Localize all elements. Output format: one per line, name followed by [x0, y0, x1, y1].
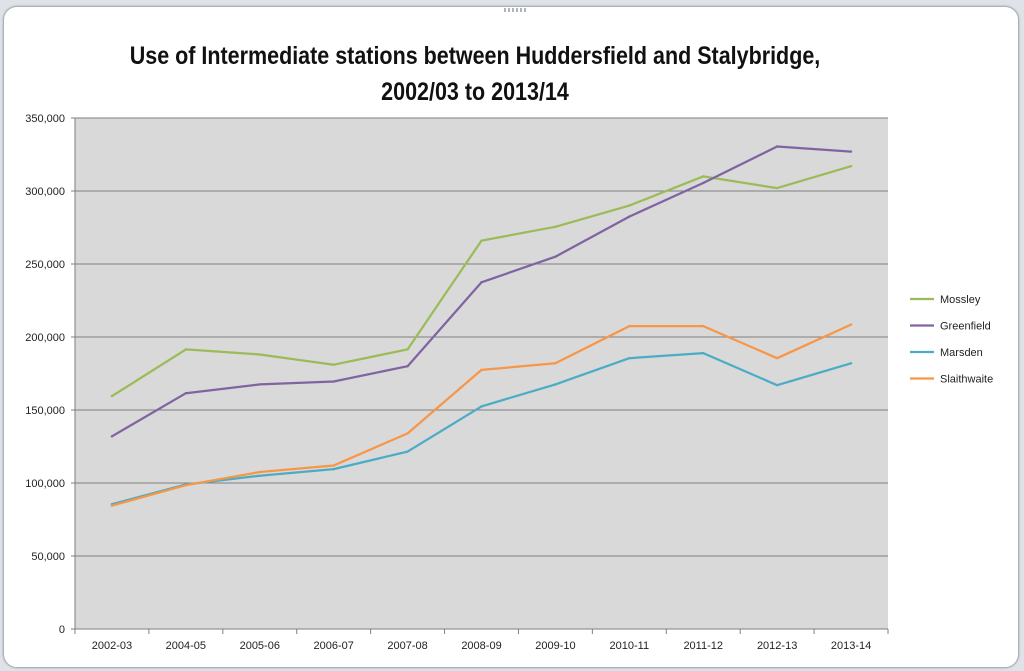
data-point-marsden [628, 356, 631, 360]
legend: Mossley Greenfield Marsden Slaithwaite [910, 294, 993, 386]
y-tick-label: 0 [59, 624, 65, 636]
data-point-greenfield [110, 435, 114, 438]
data-point-greenfield [258, 383, 261, 386]
y-tick-label: 350,000 [25, 113, 65, 125]
x-tick-label: 2009-10 [535, 640, 575, 652]
data-point-greenfield [702, 181, 705, 185]
data-point-slaithwaite [258, 470, 261, 474]
data-point-marsden [332, 467, 335, 471]
data-point-mossley [258, 353, 261, 356]
data-point-slaithwaite [702, 324, 705, 328]
data-point-mossley [406, 348, 409, 351]
data-point-greenfield [480, 281, 483, 284]
y-tick-label: 250,000 [25, 259, 65, 271]
data-point-greenfield [554, 255, 557, 258]
x-tick-label: 2011-12 [683, 640, 723, 652]
data-point-greenfield [775, 145, 779, 148]
data-point-slaithwaite [628, 324, 631, 328]
y-axis-tick-labels: 0 50,000 100,000 150,000 200,000 250,000 300,0… [25, 113, 65, 636]
data-point-marsden [406, 450, 409, 453]
data-point-greenfield [849, 150, 853, 153]
data-point-mossley [332, 363, 335, 366]
y-tick-label: 100,000 [25, 478, 65, 490]
data-point-marsden [554, 383, 557, 386]
data-point-greenfield [628, 215, 631, 218]
data-point-marsden [849, 362, 853, 365]
gridlines [75, 117, 888, 557]
data-point-mossley [775, 186, 779, 190]
data-point-marsden [702, 351, 705, 355]
data-point-mossley [110, 394, 114, 398]
x-tick-label: 2005-06 [240, 640, 280, 652]
chart-title: Use of Intermediate stations between Hud… [129, 42, 821, 106]
x-tick-label: 2010-11 [610, 640, 650, 652]
data-point-slaithwaite [849, 323, 853, 326]
data-point-slaithwaite [332, 464, 335, 467]
x-tick-label: 2013-14 [831, 640, 871, 652]
data-point-slaithwaite [184, 483, 188, 487]
y-tick-label: 50,000 [31, 551, 65, 563]
data-point-slaithwaite [480, 368, 483, 372]
data-point-slaithwaite [110, 504, 114, 507]
data-point-mossley [480, 239, 483, 242]
data-point-greenfield [184, 392, 188, 395]
x-tick-label: 2006-07 [313, 640, 353, 652]
data-point-slaithwaite [554, 362, 557, 365]
axes [71, 117, 889, 634]
x-tick-label: 2002-03 [92, 640, 132, 652]
data-point-greenfield [332, 380, 335, 383]
x-tick-label: 2004-05 [166, 640, 206, 652]
data-point-mossley [849, 164, 853, 168]
resize-grip-icon[interactable] [504, 8, 528, 12]
data-point-slaithwaite [406, 432, 409, 435]
series-lines [110, 145, 853, 507]
data-point-mossley [628, 204, 631, 207]
data-point-greenfield [406, 365, 409, 368]
y-tick-label: 200,000 [25, 332, 65, 344]
data-point-slaithwaite [775, 356, 779, 360]
y-tick-label: 300,000 [25, 186, 65, 198]
y-tick-label: 150,000 [25, 405, 65, 417]
x-tick-label: 2007-08 [387, 640, 427, 652]
data-point-marsden [775, 383, 779, 387]
x-axis-tick-labels: 2002-03 2004-05 2005-06 2006-07 2007-08 2008-… [92, 640, 871, 652]
data-point-mossley [184, 348, 188, 351]
plot-area [75, 118, 888, 629]
data-point-marsden [258, 474, 261, 477]
legend-label-mossley: Mossley [940, 294, 981, 306]
data-point-marsden [480, 405, 483, 408]
legend-label-greenfield: Greenfield [940, 321, 991, 333]
data-point-mossley [554, 225, 557, 228]
legend-label-slaithwaite: Slaithwaite [940, 374, 993, 386]
x-tick-label: 2008-09 [461, 640, 501, 652]
legend-label-marsden: Marsden [940, 347, 983, 359]
data-point-mossley [702, 175, 705, 178]
x-tick-label: 2012-13 [757, 640, 797, 652]
